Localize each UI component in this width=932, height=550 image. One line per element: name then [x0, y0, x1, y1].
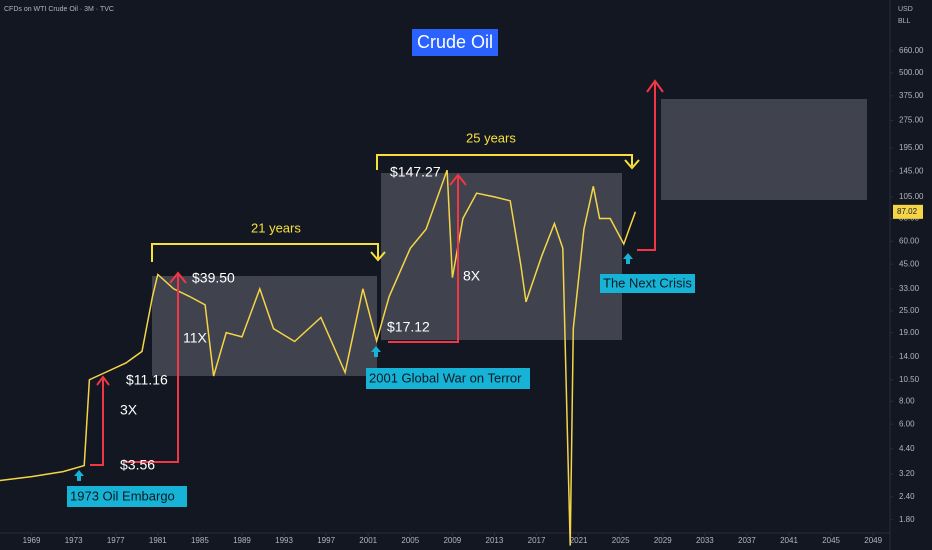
unit: BLL — [898, 18, 911, 25]
x-tick-label: 1985 — [191, 536, 209, 545]
arrow — [90, 375, 110, 466]
arrow — [125, 271, 187, 463]
arrow — [637, 79, 664, 251]
up-marker — [74, 470, 84, 481]
annotation: 1973 Oil Embargo — [70, 488, 175, 503]
y-tick-label: 6.00 — [899, 419, 915, 428]
x-tick-label: 2001 — [359, 536, 377, 545]
annotation: $11.16 — [126, 372, 168, 388]
annotation: 2001 Global War on Terror — [369, 370, 522, 385]
y-tick-label: 14.00 — [899, 352, 920, 361]
annotation: The Next Crisis — [603, 275, 692, 290]
markers — [74, 253, 633, 481]
price-layer — [0, 169, 637, 546]
x-tick-label: 2029 — [654, 536, 672, 545]
y-tick-label: 195.00 — [899, 143, 924, 152]
last-price-label: 87.02 — [897, 207, 918, 216]
x-tick-label: 2049 — [864, 536, 882, 545]
boxes — [152, 99, 867, 376]
x-tick-label: 1989 — [233, 536, 251, 545]
y-tick-label: 45.00 — [899, 259, 920, 268]
y-tick-label: 33.00 — [899, 284, 920, 293]
title-box — [412, 29, 498, 56]
x-tick-label: 2045 — [822, 536, 840, 545]
y-tick-label: 19.00 — [899, 328, 920, 337]
brackets — [151, 154, 640, 262]
y-tick-label: 25.00 — [899, 306, 920, 315]
annotation: $147.27 — [390, 164, 441, 180]
x-tick-label: 1997 — [317, 536, 335, 545]
y-tick-label: 4.40 — [899, 444, 915, 453]
red-arrows — [90, 79, 664, 466]
annotation: 11X — [183, 330, 208, 346]
range-box — [152, 276, 377, 376]
y-tick-label: 375.00 — [899, 91, 924, 100]
y-tick-label: 660.00 — [899, 46, 924, 55]
y-tick-label: 1.80 — [899, 515, 915, 524]
x-tick-label: 2037 — [738, 536, 756, 545]
y-tick-label: 10.50 — [899, 375, 920, 384]
y-tick-label: 2.40 — [899, 492, 915, 501]
annotations: $39.50 11X $11.16 3X $3.56 1973 Oil Embargo 21… — [70, 130, 692, 503]
annotation: $3.56 — [120, 457, 155, 473]
header: CFDs on WTI Crude Oil · 3M · TVC — [4, 6, 114, 13]
x-tick-label: 2009 — [443, 536, 461, 545]
y-tick-label: 500.00 — [899, 68, 924, 77]
x-tick-label: 1993 — [275, 536, 293, 545]
annotation: 21 years — [251, 220, 301, 235]
y-tick-label: 275.00 — [899, 116, 924, 125]
label-boxes — [67, 274, 695, 507]
x-tick-label: 1977 — [107, 536, 125, 545]
annotation: $39.50 — [192, 270, 235, 286]
y-tick-label: 105.00 — [899, 192, 924, 201]
label-box — [600, 274, 695, 293]
y-tick-label: 145.00 — [899, 166, 924, 175]
x-tick-label: 1969 — [23, 536, 41, 545]
x-tick-label: 2041 — [780, 536, 798, 545]
bracket — [151, 243, 386, 262]
last-price-box — [893, 204, 923, 219]
arrow — [388, 173, 467, 343]
y-tick-label: 60.00 — [899, 236, 920, 245]
x-tick-label: 2005 — [401, 536, 419, 545]
x-tick-label: 2033 — [696, 536, 714, 545]
y-tick-label: 8.00 — [899, 396, 915, 405]
x-tick-label: 1981 — [149, 536, 167, 545]
x-tick-label: 2013 — [486, 536, 504, 545]
target-box — [661, 99, 867, 200]
up-marker — [371, 346, 381, 357]
annotation: $17.12 — [387, 319, 430, 335]
x-tick-label: 2017 — [528, 536, 546, 545]
label-box — [366, 368, 530, 389]
annotation: 3X — [120, 402, 138, 418]
annotation: 8X — [463, 268, 481, 284]
x-tick-label: 2025 — [612, 536, 630, 545]
bracket — [376, 154, 640, 170]
price-line — [0, 169, 637, 546]
x-tick-label: 1973 — [65, 536, 83, 545]
y-tick-label: 3.20 — [899, 469, 915, 478]
label-box — [67, 486, 187, 507]
range-box — [381, 173, 622, 340]
chart-title: Crude Oil — [417, 32, 493, 52]
currency: USD — [898, 6, 913, 13]
up-marker — [623, 253, 633, 264]
x-tick-label: 2021 — [570, 536, 588, 545]
annotation: 25 years — [466, 130, 516, 145]
